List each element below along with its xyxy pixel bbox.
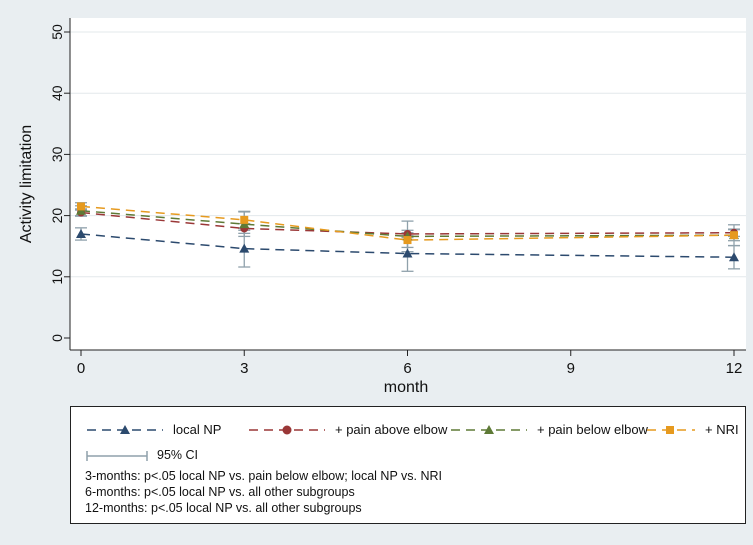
point-nri (77, 202, 85, 211)
series-line-nri (80, 205, 735, 241)
series-lines (80, 205, 735, 258)
x-tick-label: 3 (240, 360, 248, 377)
y-tick-label: 10 (49, 269, 65, 285)
gridlines (70, 31, 746, 278)
ci-label: 95% CI (157, 448, 198, 462)
legend-swatch-local-np (87, 425, 163, 434)
legend-swatch-pain-above-elbow (249, 425, 325, 435)
x-tick-label: 12 (726, 360, 743, 377)
plot-area (70, 18, 746, 350)
legend-item-pain-above-elbow: + pain above elbow (247, 421, 447, 439)
point-nri (403, 236, 412, 245)
x-axis-label: month (384, 379, 428, 396)
legend-label: local NP (173, 422, 222, 437)
chart: 0 10 20 30 40 50 0 3 6 9 12 month Activity limitat… (18, 18, 746, 396)
series-markers (76, 202, 739, 262)
x-tick-label: 6 (403, 360, 411, 377)
note-6-months: 6-months: p<.05 local NP vs. all other s… (85, 485, 355, 499)
point-local-np (76, 228, 86, 238)
legend-item-local-np: local NP (85, 421, 255, 439)
y-tick-label: 40 (49, 85, 65, 101)
note-3-months: 3-months: p<.05 local NP vs. pain below … (85, 469, 443, 483)
series-line-local-np (80, 233, 735, 258)
legend-item-nri: + NRI (645, 421, 745, 439)
y-axis-label: Activity limitation (18, 125, 35, 243)
point-nri (730, 231, 738, 240)
legend: local NP + pain above elbow + pain below… (70, 406, 746, 524)
point-local-np (402, 248, 413, 258)
ci-swatch (86, 451, 148, 461)
y-tick-label: 50 (49, 24, 65, 40)
legend-swatch-pain-below-elbow (451, 425, 527, 434)
legend-label: + NRI (705, 422, 739, 437)
axis-ticks: 0 10 20 30 40 50 0 3 6 9 12 (49, 24, 742, 377)
x-tick-label: 9 (567, 360, 575, 377)
y-tick-label: 20 (49, 208, 65, 224)
legend-swatch-nri (647, 426, 695, 434)
x-tick-label: 0 (77, 360, 85, 377)
point-local-np (729, 252, 739, 262)
y-tick-label: 0 (49, 334, 65, 342)
legend-label: + pain above elbow (335, 422, 448, 437)
point-local-np (239, 243, 250, 253)
point-nri (240, 215, 249, 224)
legend-item-pain-below-elbow: + pain below elbow (449, 421, 648, 439)
note-12-months: 12-months: p<.05 local NP vs. all other … (85, 501, 362, 515)
y-tick-label: 30 (49, 146, 65, 162)
legend-label: + pain below elbow (537, 422, 648, 437)
series-line-pain-above-elbow (80, 211, 735, 235)
